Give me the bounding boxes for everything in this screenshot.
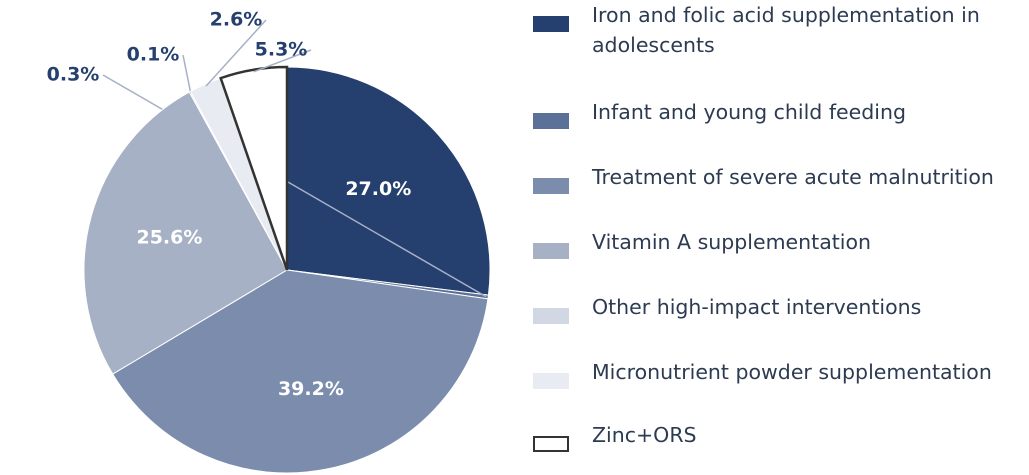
legend-label: Zinc+ORS [592, 423, 697, 447]
leader-line [182, 54, 192, 94]
data-label: 5.3% [255, 39, 308, 61]
legend-item: Treatment of severe acute malnutrition [533, 162, 1029, 194]
legend-swatch [533, 16, 569, 32]
leader-line [253, 49, 312, 73]
legend-item: Zinc+ORS [533, 420, 1029, 452]
data-label: 2.6% [210, 9, 263, 31]
legend-label: Micronutrient powder supplementation [592, 360, 992, 384]
pie-slice [83, 91, 288, 375]
legend-label: Iron and folic acid supplementation in a… [592, 3, 980, 57]
legend-swatch [533, 113, 569, 129]
data-label: 0.1% [127, 44, 180, 66]
legend-label: Vitamin A supplementation [592, 230, 872, 254]
legend-item: Vitamin A supplementation [533, 227, 1029, 259]
pie-slice [219, 65, 289, 271]
legend-swatch [533, 436, 569, 452]
data-label: 39.2% [278, 378, 344, 400]
legend-item: Other high-impact interventions [533, 292, 1029, 324]
legend-label: Treatment of severe acute malnutrition [592, 165, 994, 189]
legend-label: Infant and young child feeding [592, 100, 906, 124]
pie-slice [286, 66, 491, 296]
chart: 27.0% 0.3% 39.2% 25.6% 0.1% 2.6% 5.3% [47, 9, 491, 474]
pie-slice [112, 269, 489, 474]
leader-line [205, 19, 267, 87]
data-label: 27.0% [345, 178, 411, 200]
legend-swatch [533, 178, 569, 194]
legend-item: Iron and folic acid supplementation in a… [533, 0, 1029, 60]
legend-swatch [533, 308, 569, 324]
data-label: 25.6% [136, 227, 202, 249]
data-label: 0.3% [47, 64, 100, 86]
legend-swatch [533, 373, 569, 389]
legend-item: Infant and young child feeding [533, 97, 1029, 129]
legend-item: Micronutrient powder supplementation [533, 357, 1029, 389]
legend-swatch [533, 243, 569, 259]
legend-label: Other high-impact interventions [592, 295, 922, 319]
